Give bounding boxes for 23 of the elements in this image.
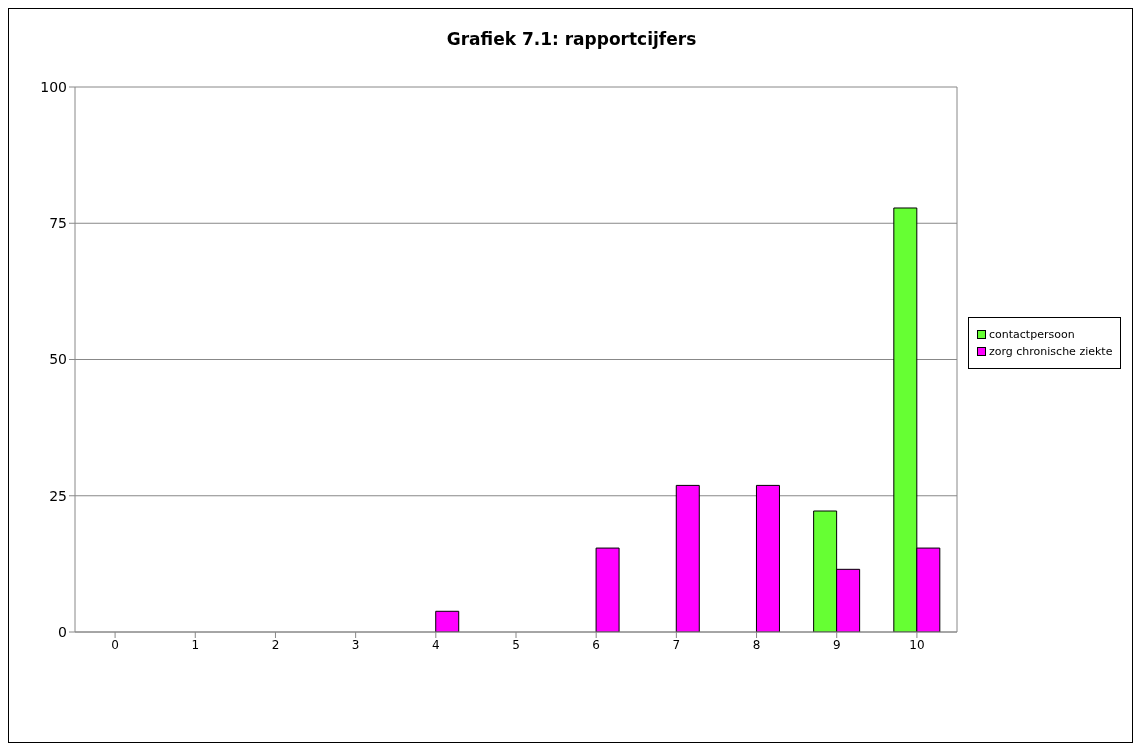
legend-label: contactpersoon: [989, 328, 1075, 341]
y-tick-label: 75: [49, 215, 67, 232]
bar: [755, 484, 780, 632]
x-tick-label: 4: [432, 637, 440, 652]
x-tick-label: 5: [512, 637, 520, 652]
x-tick-label: 8: [752, 637, 761, 652]
x-tick-label: 10: [909, 637, 925, 652]
x-tick-label: 6: [592, 637, 600, 652]
chart-title: Grafiek 7.1: rapportcijfers: [445, 29, 698, 49]
x-tick-label: 2: [271, 637, 280, 652]
y-tick-label: 25: [49, 487, 67, 504]
y-tick-label: 50: [49, 351, 67, 368]
bar: [435, 610, 460, 632]
bar: [595, 547, 620, 632]
x-tick-label: 1: [191, 637, 200, 652]
x-tick-label: 3: [351, 637, 360, 652]
x-tick-label: 9: [832, 637, 841, 652]
y-tick-label: 0: [58, 623, 67, 640]
legend-label: zorg chronische ziekte: [989, 345, 1113, 358]
x-tick-label: 7: [672, 637, 681, 652]
bar: [675, 484, 700, 632]
x-tick-label: 0: [111, 637, 119, 652]
y-tick-label: 100: [40, 78, 67, 95]
